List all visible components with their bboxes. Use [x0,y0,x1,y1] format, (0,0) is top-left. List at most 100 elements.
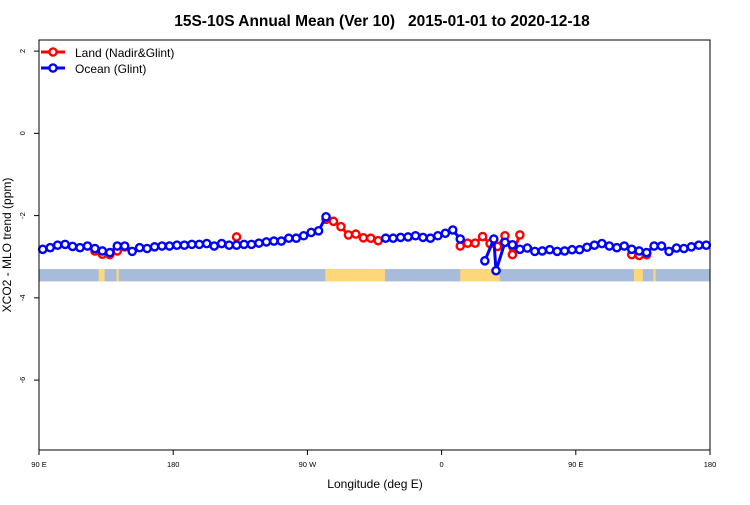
ocean-point [455,234,466,244]
y-tick-label: -4 [18,295,27,302]
x-tick-label: 90 W [299,460,317,469]
ocean-point [142,243,152,254]
y-tick-label: 2 [18,49,27,53]
x-axis-label: Longitude (deg E) [327,477,422,491]
ocean-point [313,226,324,236]
x-tick-label: 90 E [568,460,583,469]
x-axis: 90 E 180 90 W 0 90 E 180 [31,450,716,469]
ocean-point [656,241,667,251]
ocean-point [507,239,518,250]
land-point [328,216,339,227]
ocean-point [209,241,220,251]
ocean-point [544,244,555,255]
ocean-point [67,241,78,252]
land-point [365,233,376,244]
ocean-point [52,240,63,251]
ocean-point [90,243,100,254]
ocean-point [686,242,697,252]
land-point [351,229,361,239]
ocean-point [567,244,577,255]
ocean-point [82,241,93,251]
ocean-point [626,244,637,255]
ocean-point [480,256,490,266]
ocean-point [254,238,264,248]
land-point [358,233,369,243]
ocean-point [37,244,48,255]
land-point [507,249,518,260]
land-point [373,235,384,246]
ocean-point [447,225,458,235]
x-tick-label: 180 [167,460,180,469]
land-point [462,238,473,248]
series-layer [37,212,712,276]
ocean-point [149,242,160,252]
x-tick-label: 0 [440,460,444,469]
ocean-point [418,232,428,243]
ocean-point [574,244,585,255]
ocean-point [187,239,197,250]
ocean-point [641,247,652,258]
ocean-point [179,240,190,251]
ocean-point [491,265,501,276]
ocean-point [679,243,689,254]
ocean-point [127,246,137,257]
land-strip-segment [653,269,656,282]
ocean-point [619,241,630,251]
ocean-point [664,246,674,257]
ocean-point [522,243,533,253]
ocean-point [97,246,108,256]
ocean-point [172,240,182,251]
land-strip-segment [325,269,385,282]
ocean-point [298,230,309,241]
ocean-point [261,237,272,247]
y-axis-label: XCO2 - MLO trend (ppm) [0,178,14,313]
ocean-point [634,246,644,256]
ocean-point [671,243,682,253]
ocean-point [410,230,421,241]
ocean-point [246,239,257,250]
ocean-point [231,240,242,251]
legend-land-label: Land (Nadir&Glint) [75,46,174,60]
ocean-point [529,246,540,257]
land-point [336,221,346,232]
plot-frame [38,39,711,451]
ocean-point [552,246,562,257]
y-tick-label: -6 [18,377,27,384]
ocean-point [649,241,659,251]
land-strip-segment [98,269,105,282]
land-strip-segment [368,269,371,282]
legend-ocean-marker [48,63,58,73]
ocean-point [488,234,499,244]
land-point [470,238,480,248]
ocean-point [306,227,316,238]
legend-ocean-label: Ocean (Glint) [75,62,146,76]
ocean-point [112,241,123,251]
ocean-point [60,239,70,250]
ocean-point [612,242,622,253]
ocean-point [164,241,175,251]
ocean-point [701,240,712,251]
land-point [343,230,354,240]
ocean-point [321,212,331,222]
ocean-point [75,242,85,253]
ocean-point [440,228,451,239]
ocean-point [201,238,212,249]
ocean-point [395,232,406,243]
land-point [231,232,242,242]
ocean-point [388,233,398,244]
ocean-point [276,236,287,246]
ocean-point [45,242,55,253]
legend: Land (Nadir&Glint) Ocean (Glint) [41,46,174,76]
ocean-point [537,246,548,256]
ocean-point [582,242,592,253]
land-strip-segment [116,269,119,282]
ocean-point [216,238,227,249]
ocean-point [239,239,249,250]
surface-type-strip [39,269,710,282]
ocean-point [425,233,436,244]
y-tick-label: -2 [18,212,27,219]
ocean-point [269,236,279,246]
ocean-point [283,233,294,244]
legend-land-marker [48,47,58,57]
